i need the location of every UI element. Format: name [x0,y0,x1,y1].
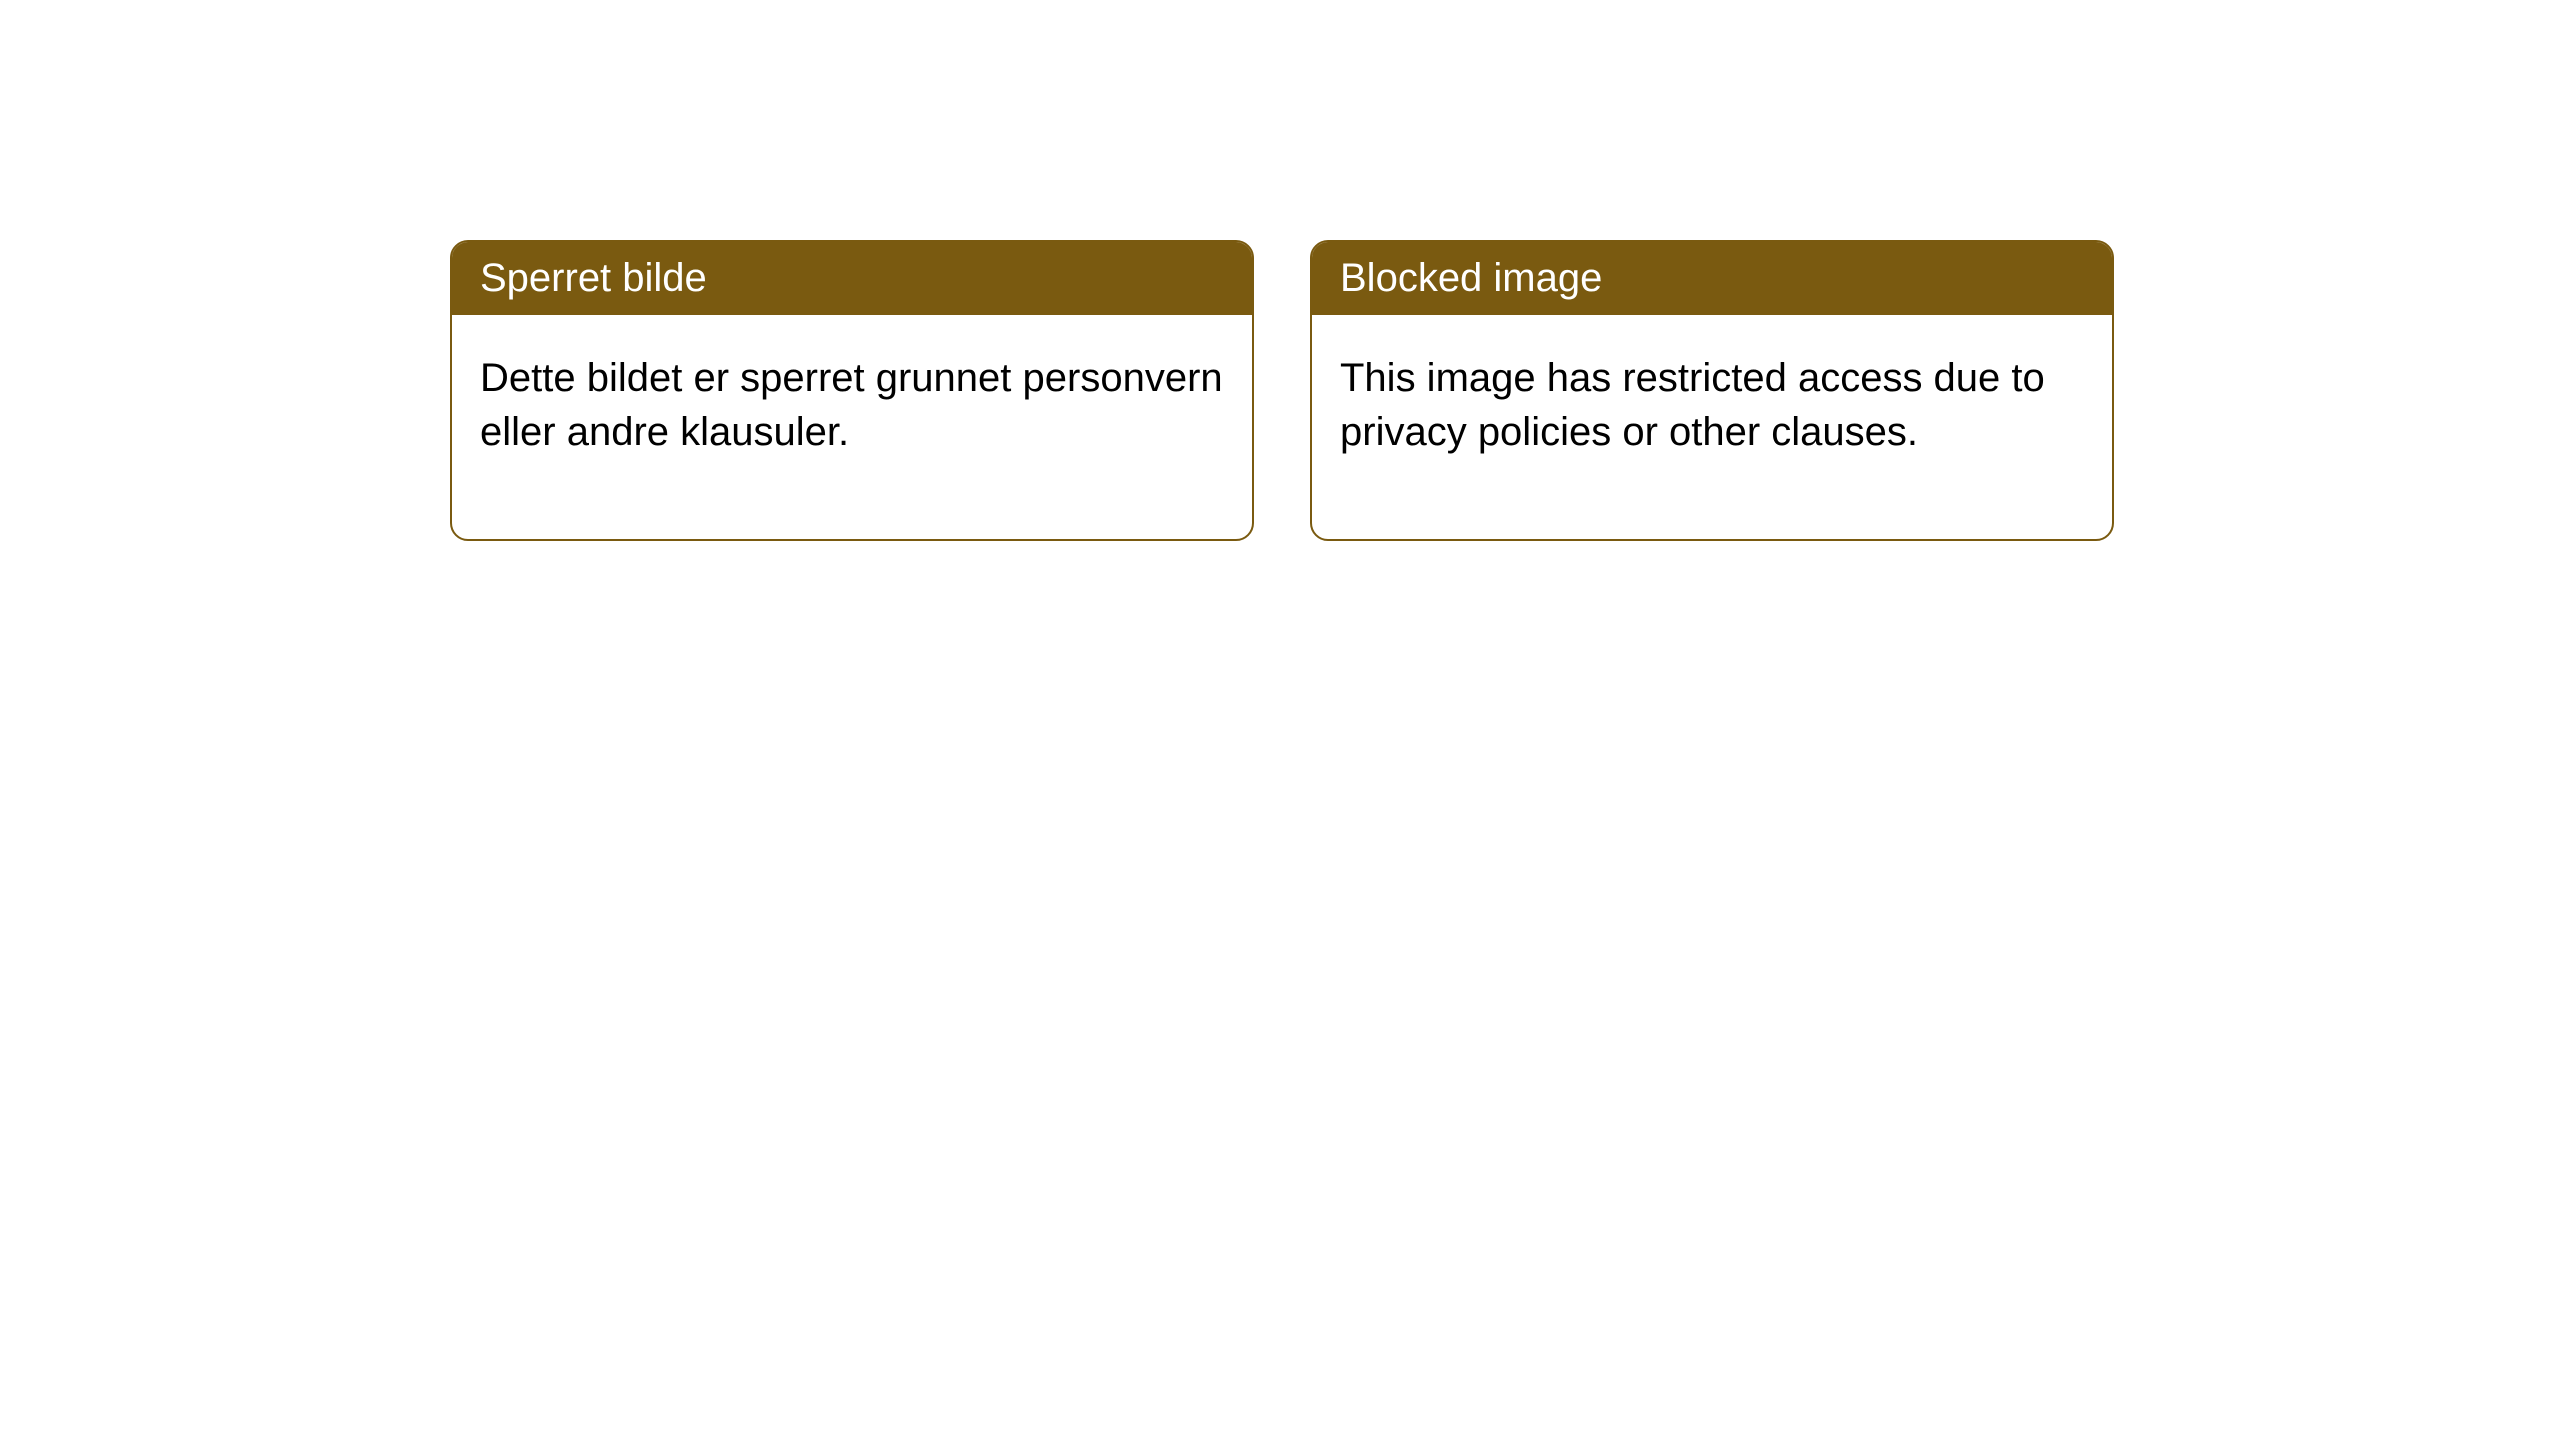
notice-body-text: Dette bildet er sperret grunnet personve… [480,356,1223,454]
notice-body-text: This image has restricted access due to … [1340,356,2045,454]
notice-card-english: Blocked image This image has restricted … [1310,240,2114,541]
notice-card-header: Sperret bilde [452,242,1252,315]
notice-card-body: This image has restricted access due to … [1312,315,2112,539]
notice-title: Sperret bilde [480,256,707,300]
notice-container: Sperret bilde Dette bildet er sperret gr… [0,0,2560,541]
notice-card-norwegian: Sperret bilde Dette bildet er sperret gr… [450,240,1254,541]
notice-title: Blocked image [1340,256,1602,300]
notice-card-body: Dette bildet er sperret grunnet personve… [452,315,1252,539]
notice-card-header: Blocked image [1312,242,2112,315]
